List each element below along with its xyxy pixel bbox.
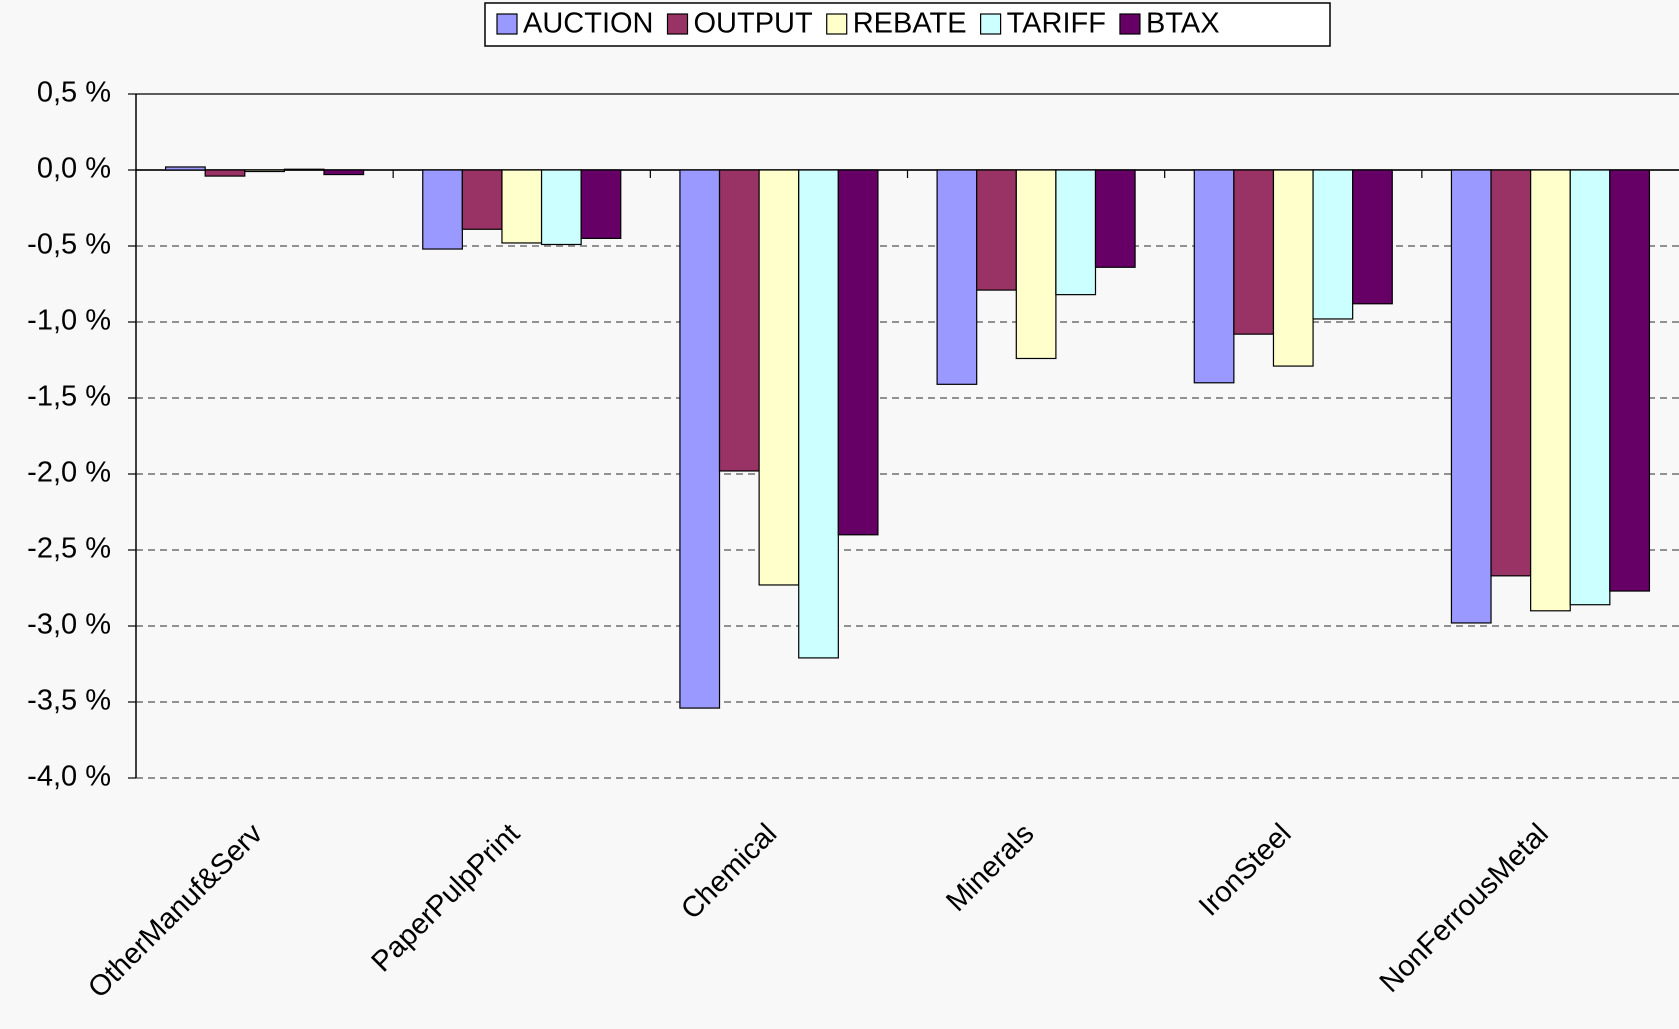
x-tick-label: OtherManuf&Serv xyxy=(82,817,269,1004)
bar xyxy=(1055,169,1097,296)
bar xyxy=(1569,169,1611,606)
legend-label: OUTPUT xyxy=(694,8,814,40)
bar xyxy=(323,169,365,176)
legend-label: AUCTION xyxy=(523,8,654,40)
y-tick-label: -2,5 % xyxy=(27,533,111,565)
y-tick-label: -4,0 % xyxy=(27,761,111,793)
bar xyxy=(1094,169,1136,268)
bar xyxy=(837,169,879,536)
bar xyxy=(244,169,285,173)
bar xyxy=(1450,169,1492,624)
bar xyxy=(976,169,1017,291)
y-tick-label: 0,5 % xyxy=(37,77,111,109)
bar xyxy=(1272,169,1314,367)
y-tick-label: -3,5 % xyxy=(27,685,111,717)
legend-swatch xyxy=(666,13,689,35)
bar xyxy=(461,169,503,230)
bar xyxy=(679,169,721,709)
bar xyxy=(1609,169,1651,592)
legend-swatch xyxy=(826,13,848,35)
bar xyxy=(1352,169,1393,305)
x-tick-label: NonFerrousMetal xyxy=(1374,818,1555,999)
bar xyxy=(1193,169,1235,384)
bar xyxy=(580,169,622,240)
x-tick-label: IronSteel xyxy=(1193,818,1298,923)
bar xyxy=(204,169,246,177)
x-tick-label: Chemical xyxy=(675,818,783,926)
bar xyxy=(1233,169,1275,335)
bar xyxy=(540,169,582,246)
legend-label: TARIFF xyxy=(1007,8,1106,40)
bar xyxy=(283,168,325,171)
y-tick-label: -3,0 % xyxy=(27,609,111,641)
legend-label: BTAX xyxy=(1146,8,1220,40)
bar xyxy=(164,166,206,171)
legend-label: REBATE xyxy=(853,8,967,40)
y-tick-label: -1,0 % xyxy=(27,305,111,337)
y-tick-label: 0,0 % xyxy=(37,153,111,185)
y-tick-label: -0,5 % xyxy=(27,229,111,261)
bar xyxy=(1530,169,1571,612)
legend-box xyxy=(484,2,1331,47)
x-tick-label: PaperPulpPrint xyxy=(366,818,527,979)
bar xyxy=(1490,169,1532,577)
bar xyxy=(1312,169,1354,320)
legend-swatch xyxy=(980,13,1002,35)
bar xyxy=(501,169,543,244)
bar xyxy=(936,169,978,385)
legend-swatch xyxy=(496,13,518,35)
bar xyxy=(718,169,760,472)
y-tick-label: -1,5 % xyxy=(27,381,111,413)
y-tick-label: -2,0 % xyxy=(27,457,111,489)
legend-swatch xyxy=(1119,13,1141,35)
bar xyxy=(798,169,839,659)
bar xyxy=(422,169,463,250)
x-tick-label: Minerals xyxy=(940,818,1040,918)
bar xyxy=(1015,169,1057,360)
bar xyxy=(758,169,800,586)
